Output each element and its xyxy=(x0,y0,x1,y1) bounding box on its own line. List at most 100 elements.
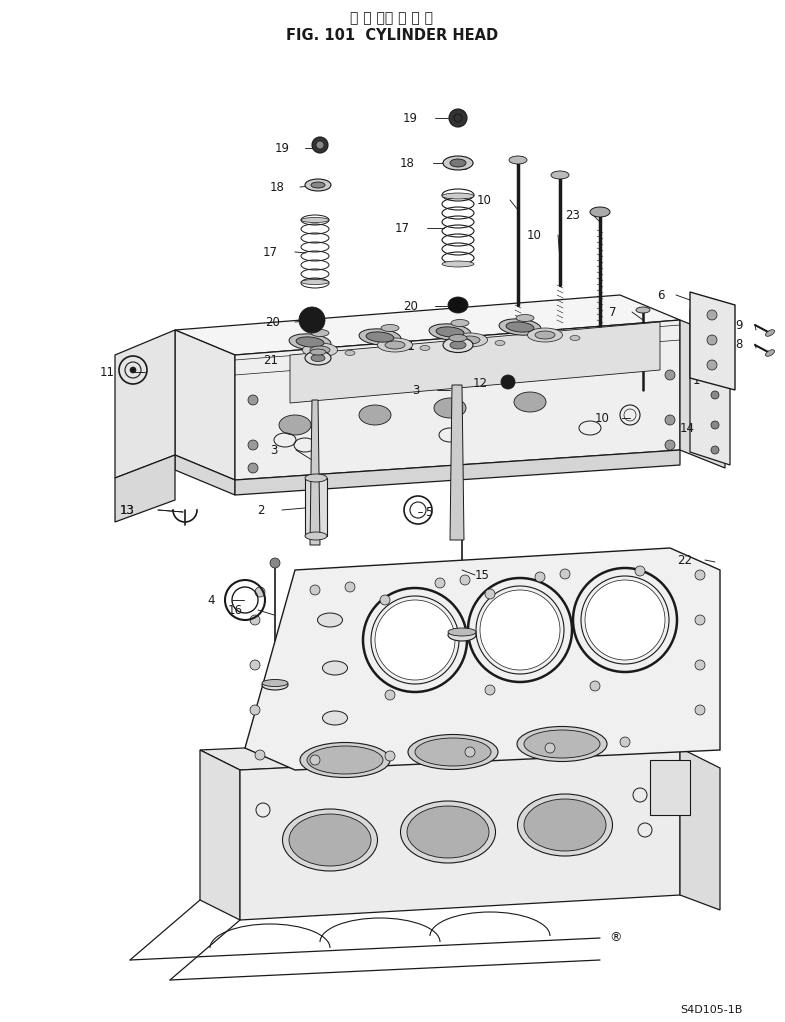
Circle shape xyxy=(620,737,630,747)
Polygon shape xyxy=(235,450,680,495)
Text: 5: 5 xyxy=(425,506,432,518)
Ellipse shape xyxy=(443,156,473,170)
Text: 22: 22 xyxy=(677,554,692,566)
Ellipse shape xyxy=(283,809,378,871)
Text: 7: 7 xyxy=(609,306,617,319)
Ellipse shape xyxy=(310,349,326,355)
Circle shape xyxy=(535,572,545,582)
Text: 15: 15 xyxy=(475,568,490,582)
Ellipse shape xyxy=(524,799,606,851)
Text: 19: 19 xyxy=(275,141,290,154)
Ellipse shape xyxy=(551,171,569,179)
Circle shape xyxy=(485,589,495,599)
Text: 10: 10 xyxy=(595,412,610,424)
Ellipse shape xyxy=(305,179,331,191)
Text: 16: 16 xyxy=(228,604,243,616)
Ellipse shape xyxy=(296,337,324,347)
Text: 18: 18 xyxy=(270,181,285,193)
Text: 2: 2 xyxy=(257,504,265,516)
Ellipse shape xyxy=(765,330,775,336)
Polygon shape xyxy=(175,330,235,480)
Ellipse shape xyxy=(323,711,348,725)
Text: 14: 14 xyxy=(680,421,695,434)
Text: 10: 10 xyxy=(527,229,542,241)
Ellipse shape xyxy=(516,315,534,322)
Text: 10: 10 xyxy=(477,193,492,206)
Ellipse shape xyxy=(443,337,473,353)
Ellipse shape xyxy=(302,343,338,357)
Circle shape xyxy=(560,569,570,579)
Ellipse shape xyxy=(514,392,546,412)
Circle shape xyxy=(248,440,258,450)
Polygon shape xyxy=(235,320,680,480)
Bar xyxy=(305,478,327,536)
Ellipse shape xyxy=(307,746,383,774)
Bar xyxy=(650,760,690,815)
Ellipse shape xyxy=(442,193,474,199)
Ellipse shape xyxy=(408,735,498,770)
Ellipse shape xyxy=(499,319,541,335)
Ellipse shape xyxy=(448,297,468,313)
Ellipse shape xyxy=(262,680,288,690)
Ellipse shape xyxy=(448,628,476,636)
Circle shape xyxy=(270,558,280,568)
Ellipse shape xyxy=(311,182,325,188)
Circle shape xyxy=(635,566,645,576)
Circle shape xyxy=(707,335,717,345)
Polygon shape xyxy=(240,748,680,920)
Circle shape xyxy=(385,751,395,761)
Text: 17: 17 xyxy=(395,222,410,234)
Ellipse shape xyxy=(535,331,555,339)
Circle shape xyxy=(711,391,719,399)
Text: 4: 4 xyxy=(207,594,215,606)
Circle shape xyxy=(310,755,320,765)
Polygon shape xyxy=(690,310,730,465)
Ellipse shape xyxy=(449,334,467,341)
Circle shape xyxy=(130,367,136,373)
Text: 13: 13 xyxy=(120,504,135,516)
Ellipse shape xyxy=(442,261,474,267)
Ellipse shape xyxy=(310,346,330,354)
Circle shape xyxy=(695,705,705,715)
Polygon shape xyxy=(450,385,464,540)
Text: 21: 21 xyxy=(263,354,278,367)
Polygon shape xyxy=(245,548,720,770)
Polygon shape xyxy=(200,728,720,770)
Circle shape xyxy=(312,137,328,153)
Text: 19: 19 xyxy=(403,111,418,125)
Circle shape xyxy=(545,743,555,753)
Ellipse shape xyxy=(590,207,610,217)
Circle shape xyxy=(711,331,719,339)
Ellipse shape xyxy=(305,474,327,482)
Polygon shape xyxy=(690,292,735,390)
Polygon shape xyxy=(200,750,240,920)
Ellipse shape xyxy=(517,727,607,761)
Ellipse shape xyxy=(262,680,288,687)
Circle shape xyxy=(695,570,705,580)
Polygon shape xyxy=(680,320,725,468)
Text: $\circledR$: $\circledR$ xyxy=(608,931,622,944)
Ellipse shape xyxy=(420,345,430,351)
Text: 21: 21 xyxy=(400,339,415,353)
Ellipse shape xyxy=(434,398,466,418)
Ellipse shape xyxy=(429,324,471,340)
Circle shape xyxy=(711,421,719,429)
Ellipse shape xyxy=(495,340,505,345)
Polygon shape xyxy=(290,322,660,403)
Circle shape xyxy=(665,440,675,450)
Circle shape xyxy=(248,463,258,473)
Ellipse shape xyxy=(448,629,476,641)
Ellipse shape xyxy=(359,405,391,425)
Circle shape xyxy=(380,595,390,605)
Ellipse shape xyxy=(381,325,399,331)
Ellipse shape xyxy=(300,743,390,778)
Ellipse shape xyxy=(311,355,325,362)
Text: 3: 3 xyxy=(271,444,278,457)
Text: S4D105-1B: S4D105-1B xyxy=(680,1005,743,1015)
Ellipse shape xyxy=(305,532,327,540)
Text: 17: 17 xyxy=(263,245,278,259)
Polygon shape xyxy=(175,455,235,495)
Text: 12: 12 xyxy=(473,376,488,389)
Circle shape xyxy=(480,590,560,670)
Circle shape xyxy=(385,690,395,700)
